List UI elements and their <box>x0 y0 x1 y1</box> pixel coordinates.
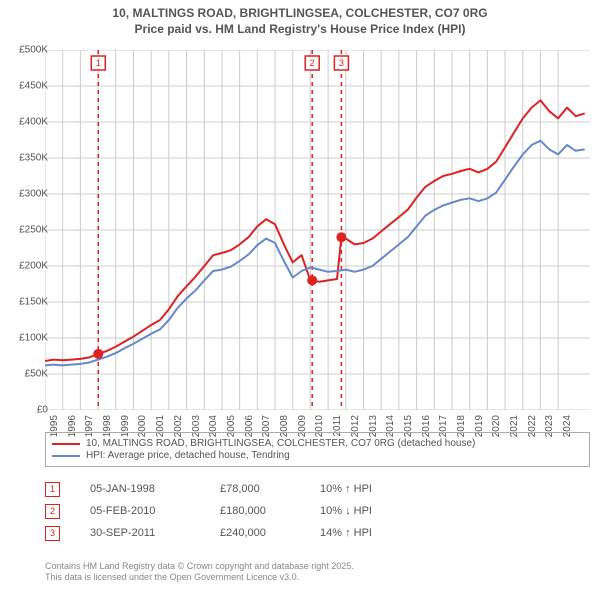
sale-price: £78,000 <box>220 483 320 495</box>
table-row: 1 05-JAN-1998£78,00010% ↑ HPI <box>45 478 420 500</box>
table-row: 2 05-FEB-2010£180,00010% ↓ HPI <box>45 500 420 522</box>
sale-marker: 3 <box>45 526 60 541</box>
table-row: 3 30-SEP-2011£240,00014% ↑ HPI <box>45 522 420 544</box>
svg-text:3: 3 <box>339 58 344 68</box>
footer: Contains HM Land Registry data © Crown c… <box>45 561 354 584</box>
sale-hpi: 10% ↓ HPI <box>320 505 420 517</box>
legend-swatch <box>52 443 80 445</box>
svg-text:2: 2 <box>310 58 315 68</box>
chart-svg: 1 2 3 <box>45 50 590 410</box>
svg-text:1: 1 <box>96 58 101 68</box>
title-line1: 10, MALTINGS ROAD, BRIGHTLINGSEA, COLCHE… <box>0 6 600 22</box>
y-tick-label: £50K <box>8 369 48 380</box>
sale-date: 05-JAN-1998 <box>90 483 220 495</box>
sale-date: 30-SEP-2011 <box>90 527 220 539</box>
title-line2: Price paid vs. HM Land Registry's House … <box>0 22 600 38</box>
y-tick-label: £100K <box>8 333 48 344</box>
chart-title: 10, MALTINGS ROAD, BRIGHTLINGSEA, COLCHE… <box>0 0 600 37</box>
sale-price: £180,000 <box>220 505 320 517</box>
y-tick-label: £300K <box>8 189 48 200</box>
sale-price: £240,000 <box>220 527 320 539</box>
y-tick-label: £250K <box>8 225 48 236</box>
sale-hpi: 14% ↑ HPI <box>320 527 420 539</box>
legend-label: HPI: Average price, detached house, Tend… <box>86 450 290 461</box>
sale-date: 05-FEB-2010 <box>90 505 220 517</box>
legend-item: 10, MALTINGS ROAD, BRIGHTLINGSEA, COLCHE… <box>52 438 583 449</box>
footer-line1: Contains HM Land Registry data © Crown c… <box>45 561 354 573</box>
y-tick-label: £400K <box>8 117 48 128</box>
sale-hpi: 10% ↑ HPI <box>320 483 420 495</box>
y-tick-label: £150K <box>8 297 48 308</box>
footer-line2: This data is licensed under the Open Gov… <box>45 572 354 584</box>
y-tick-label: £200K <box>8 261 48 272</box>
y-tick-label: £350K <box>8 153 48 164</box>
sale-marker: 1 <box>45 482 60 497</box>
legend-item: HPI: Average price, detached house, Tend… <box>52 450 583 461</box>
legend-label: 10, MALTINGS ROAD, BRIGHTLINGSEA, COLCHE… <box>86 438 475 449</box>
chart-area: 1 2 3 <box>45 50 590 410</box>
legend: 10, MALTINGS ROAD, BRIGHTLINGSEA, COLCHE… <box>45 432 590 467</box>
sale-marker: 2 <box>45 504 60 519</box>
y-tick-label: £500K <box>8 45 48 56</box>
y-tick-label: £450K <box>8 81 48 92</box>
sales-table: 1 05-JAN-1998£78,00010% ↑ HPI 2 05-FEB-2010… <box>45 478 420 544</box>
y-tick-label: £0 <box>8 405 48 416</box>
legend-swatch <box>52 455 80 457</box>
